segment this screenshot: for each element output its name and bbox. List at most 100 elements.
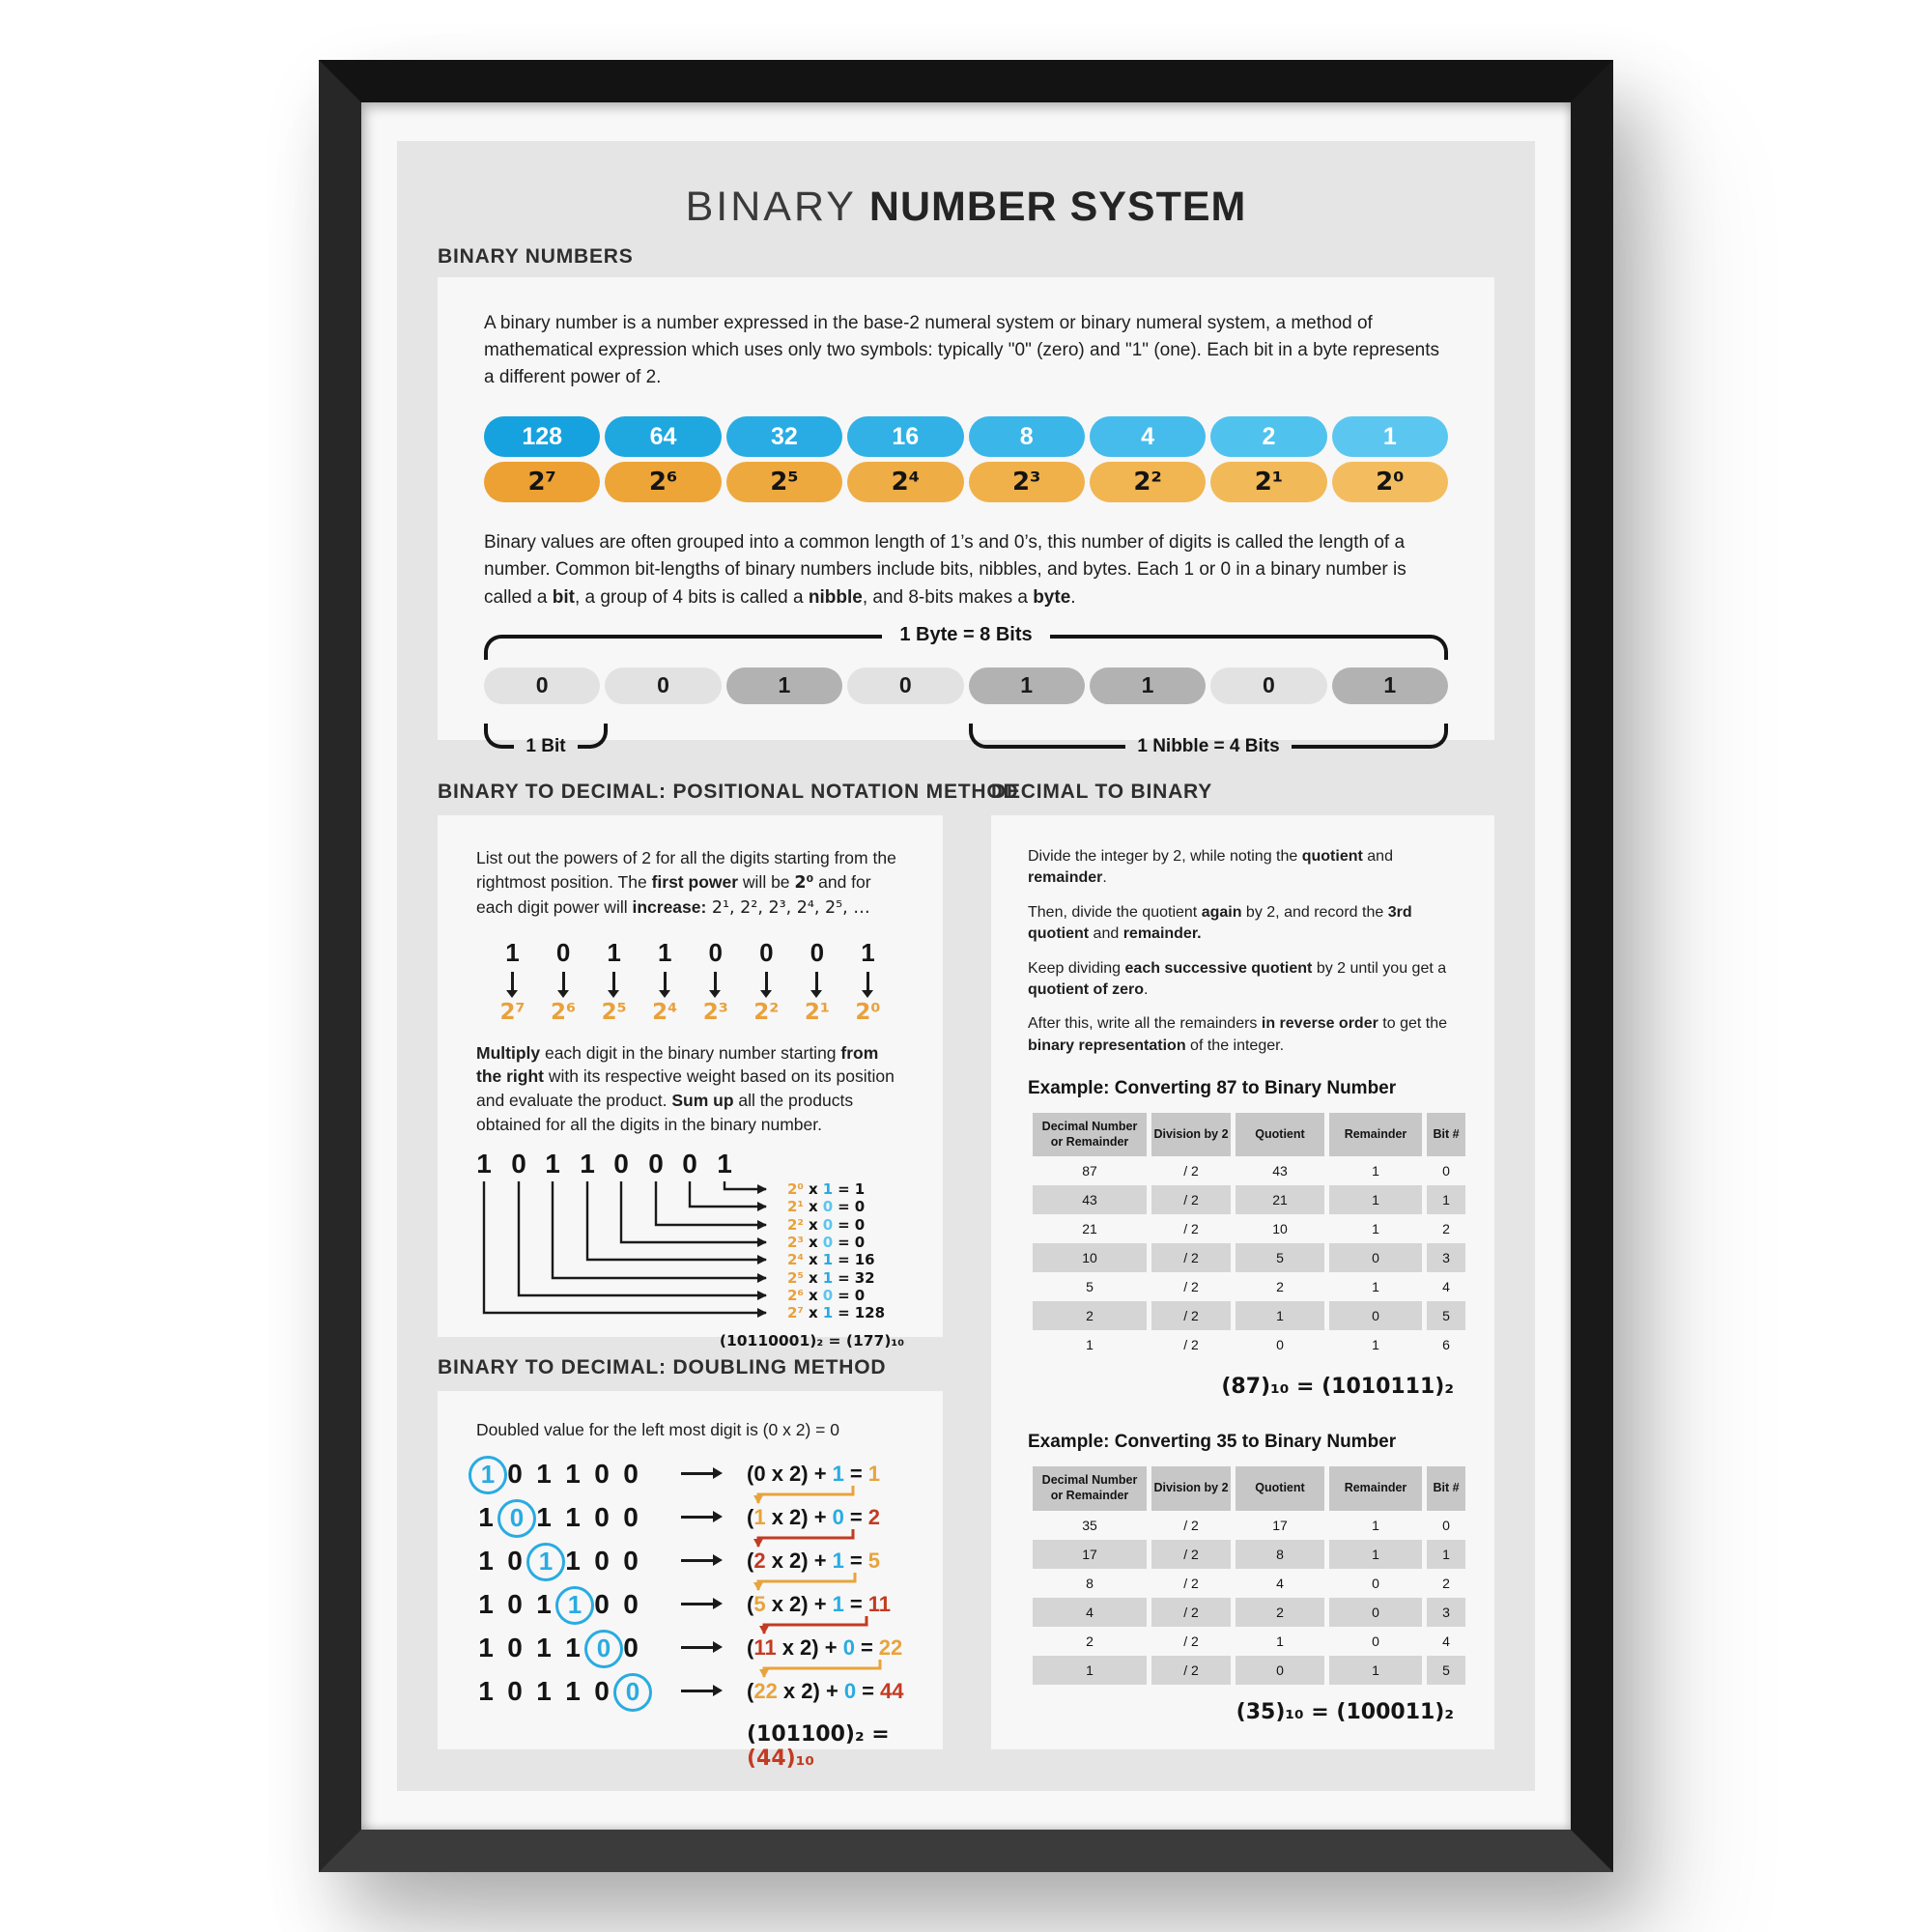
weight-pill: 4 [1089, 416, 1207, 458]
dec2bin-step-2: Then, divide the quotient again by 2, an… [1028, 903, 1412, 943]
conversion-table-35: Decimal Number or Remainder Division by … [1028, 1466, 1470, 1685]
right-arrow-icon [681, 1684, 723, 1696]
binary-numbers-box: A binary number is a number expressed in… [438, 277, 1494, 756]
weights-row: 128 64 32 16 8 4 2 1 [484, 416, 1448, 458]
digit-power-mapping: 1 2⁷ 0 2⁶ 1 2⁵ 1 2⁴ 0 2³ 0 2² 0 2¹ 1 2⁰ [492, 940, 890, 1024]
big-digit: 1 [580, 1148, 595, 1179]
power-pill: 2¹ [1210, 462, 1327, 503]
doubling-box: Doubled value for the left most digit is… [438, 1391, 943, 1771]
right-arrow-icon [681, 1553, 723, 1566]
product-row: 2² x 0 = 0 [787, 1215, 866, 1234]
weight-pill: 2 [1210, 416, 1327, 458]
weight-pill: 1 [1331, 416, 1448, 458]
binary-digit: 0 [708, 937, 723, 967]
example-result: (87)₁₀ = (1010111)₂ [1221, 1375, 1454, 1400]
positional-result-equation: (10110001)₂ = (177)₁₀ [719, 1331, 904, 1350]
power-pill: 2³ [968, 462, 1085, 503]
dec2bin-step-1: Divide the integer by 2, while noting th… [1028, 848, 1393, 887]
powers-row: 2⁷ 2⁶ 2⁵ 2⁴ 2³ 2² 2¹ 2⁰ [484, 462, 1448, 503]
dec2bin-step-4: After this, write all the remainders in … [1028, 1015, 1447, 1054]
circled-digit: 1 [469, 1455, 507, 1494]
doubling-rows: 1 0 1 1 0 0 (0 x 2) + 1 = 1 1 [469, 1454, 904, 1715]
big-digit: 1 [545, 1148, 560, 1179]
connector-lines [482, 1180, 767, 1318]
power-pill: 2⁷ [484, 462, 601, 503]
weight-pill: 64 [605, 416, 722, 458]
doubling-equation: (1 x 2) + 0 = 2 [747, 1504, 881, 1529]
nibble-brace: 1 Nibble = 4 Bits [969, 716, 1449, 756]
big-digit: 0 [511, 1148, 526, 1179]
product-row: 2⁷ x 1 = 128 [787, 1303, 886, 1321]
section-label-doubling: BINARY TO DECIMAL: DOUBLING METHOD [438, 1356, 887, 1378]
byte-brace-label: 1 Byte = 8 Bits [899, 623, 1033, 645]
doubling-equation: (11 x 2) + 0 = 22 [747, 1634, 903, 1660]
positional-box: List out the powers of 2 for all the dig… [438, 815, 943, 1350]
title-part-2: NUMBER [868, 184, 1058, 230]
power-pill: 2⁰ [1331, 462, 1448, 503]
positional-multiply-text: Multiply each digit in the binary number… [476, 1042, 895, 1135]
binary-digit: 0 [555, 937, 571, 967]
doubling-row: 1 0 1 1 0 0 (1 x 2) + 0 = 2 [476, 1497, 904, 1541]
decimal-to-binary-box: Divide the integer by 2, while noting th… [991, 815, 1494, 1749]
big-digit: 0 [682, 1148, 697, 1179]
power-label: 2⁷ [499, 999, 526, 1025]
circled-digit: 1 [555, 1585, 594, 1625]
power-label: 2⁵ [601, 999, 627, 1025]
right-arrow-icon [681, 1640, 723, 1653]
poster-mat: BINARY NUMBER SYSTEM BINARY NUMBERS A bi… [361, 102, 1571, 1830]
table-row: 43/ 2 21 1 1 [1033, 1185, 1465, 1215]
byte-brace: 1 Byte = 8 Bits [484, 624, 1449, 666]
binary-numbers-intro: A binary number is a number expressed in… [484, 313, 1440, 388]
down-arrow-icon [861, 971, 873, 998]
bit-pill: 1 [1331, 667, 1448, 704]
bit-pill: 1 [1089, 667, 1207, 704]
table-header-row: Decimal Number or Remainder Division by … [1033, 1113, 1465, 1157]
right-arrow-icon [681, 1510, 723, 1522]
binary-digit: 1 [657, 937, 672, 967]
down-arrow-icon [759, 971, 772, 998]
right-arrow-icon [681, 1597, 723, 1609]
doubling-row: 1 0 1 1 0 0 (5 x 2) + 1 = 11 [476, 1584, 904, 1628]
doubling-row: 1 0 1 1 0 0 (0 x 2) + 1 = 1 [469, 1454, 904, 1497]
weight-pill: 128 [484, 416, 601, 458]
circled-digit: 0 [584, 1629, 623, 1668]
conversion-table-87: Decimal Number or Remainder Division by … [1028, 1113, 1470, 1359]
bit-pill: 1 [968, 667, 1085, 704]
bit-pill: 0 [1210, 667, 1327, 704]
product-row: 2³ x 0 = 0 [787, 1233, 866, 1251]
title-part-1: BINARY [685, 184, 857, 230]
product-row: 2¹ x 0 = 0 [787, 1197, 866, 1215]
bit-brace: 1 Bit [484, 716, 608, 756]
circled-digit: 0 [613, 1672, 652, 1712]
table-row: 35/ 2 17 1 0 [1082, 1517, 1450, 1533]
table-row: 21/ 2 10 1 2 [1082, 1221, 1450, 1237]
doubling-equation: (5 x 2) + 1 = 11 [747, 1591, 892, 1616]
section-label-binary-numbers: BINARY NUMBERS [438, 245, 634, 268]
bit-pill: 0 [484, 667, 601, 704]
power-pill: 2⁵ [725, 462, 843, 503]
section-label-positional: BINARY TO DECIMAL: POSITIONAL NOTATION M… [438, 781, 1019, 803]
weight-pill: 32 [725, 416, 843, 458]
product-row: 2⁶ x 0 = 0 [787, 1286, 866, 1304]
power-label: 2² [753, 999, 780, 1025]
multiplication-figure: 1 0 1 1 0 0 0 1 2⁰ x 1 = 1 2¹ x 0 = 0 2² x 0 = 0 2³ x… [476, 1148, 906, 1355]
bit-brace-label: 1 Bit [526, 735, 566, 756]
binary-digit: 0 [759, 937, 774, 967]
down-arrow-icon [658, 971, 670, 998]
down-arrow-icon [506, 971, 518, 998]
power-pill: 2⁶ [605, 462, 722, 503]
product-row: 2⁰ x 1 = 1 [787, 1179, 866, 1198]
bit-pill: 1 [725, 667, 843, 704]
nibble-brace-label: 1 Nibble = 4 Bits [1137, 735, 1280, 756]
binary-digit: 1 [607, 937, 621, 967]
power-label: 2⁶ [551, 999, 577, 1025]
power-label: 2¹ [804, 999, 830, 1025]
power-pill: 2⁴ [847, 462, 964, 503]
